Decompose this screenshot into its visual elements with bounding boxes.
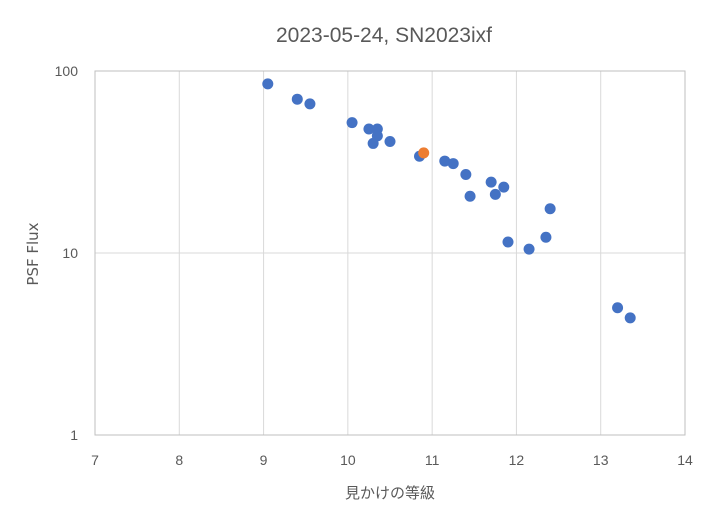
y-axis-title: PSF Flux [24,222,42,285]
data-point [447,158,459,170]
y-axis-ticks: 1 10 100 [55,63,79,443]
data-point [540,231,552,243]
data-point-highlight [418,147,430,159]
data-point [612,302,624,314]
data-point [291,93,303,105]
y-tick-label: 100 [55,63,79,79]
gridlines [94,70,686,436]
data-point [384,135,396,147]
data-point [304,98,316,110]
x-tick-label: 11 [425,452,440,468]
data-point [346,117,358,129]
x-axis-title: 見かけの等級 [345,484,435,502]
x-tick-label: 14 [677,452,693,468]
data-point [498,181,510,193]
x-tick-label: 9 [260,452,268,468]
data-point [367,137,379,149]
data-point [262,78,274,90]
data-point [502,236,514,248]
plot-area [94,70,686,436]
data-point [363,123,375,135]
x-tick-label: 10 [340,452,356,468]
x-tick-label: 12 [509,452,525,468]
data-point [624,312,636,324]
x-tick-label: 13 [593,452,609,468]
data-point [523,243,535,255]
data-point [544,203,556,215]
data-point [464,190,476,202]
x-tick-label: 8 [175,452,183,468]
x-tick-label: 7 [91,452,99,468]
data-points [262,78,636,324]
y-tick-label: 1 [70,427,78,443]
chart-title: 2023-05-24, SN2023ixf [276,24,492,47]
data-point [489,188,501,200]
x-axis-ticks: 7 8 9 10 11 12 13 14 [91,452,693,468]
y-tick-label: 10 [62,245,78,261]
data-point [485,176,497,188]
data-point [460,168,472,180]
data-point [439,155,451,167]
